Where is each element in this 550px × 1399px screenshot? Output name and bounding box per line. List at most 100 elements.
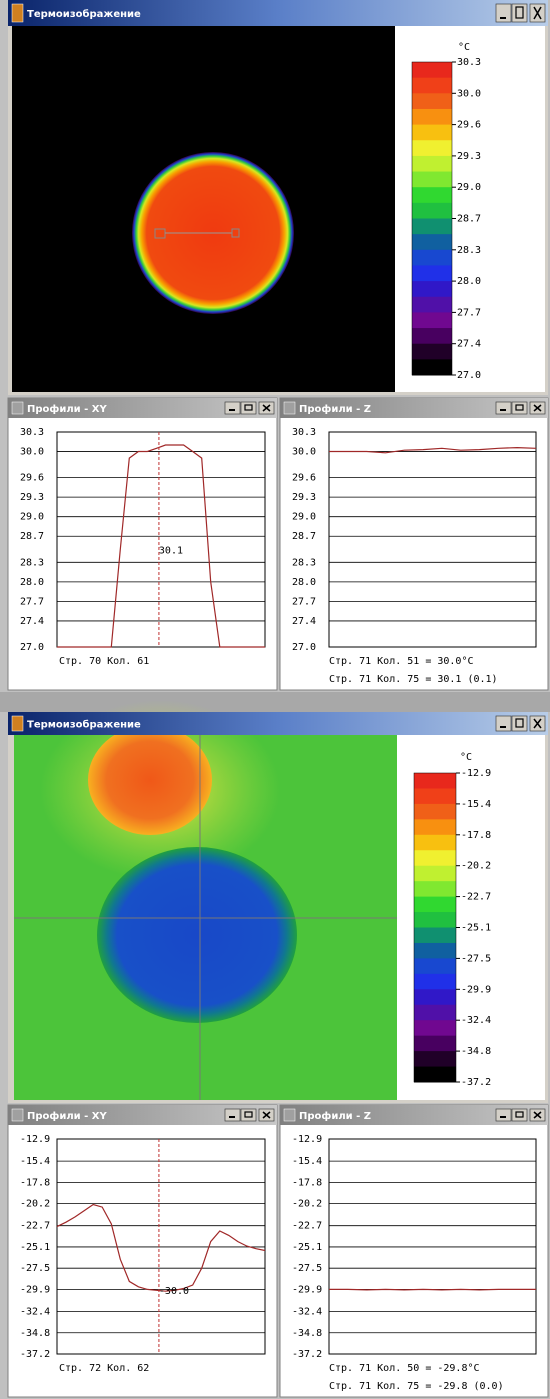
scale-label: -34.8 bbox=[461, 1046, 491, 1057]
button-min[interactable] bbox=[495, 3, 512, 23]
window-title: Термоизображение bbox=[27, 8, 141, 20]
button-min[interactable] bbox=[495, 1108, 512, 1122]
y-tick-label: -25.1 bbox=[292, 1242, 322, 1253]
button-min[interactable] bbox=[224, 401, 241, 415]
color-band bbox=[412, 343, 452, 360]
color-band bbox=[414, 973, 456, 990]
y-tick-label: -20.2 bbox=[292, 1199, 322, 1210]
status-text: Стр. 70 Кол. 61 bbox=[59, 656, 149, 667]
glyph bbox=[515, 6, 524, 19]
status-text: Стр. 72 Кол. 62 bbox=[59, 1363, 149, 1374]
color-band bbox=[414, 942, 456, 959]
window-icon bbox=[11, 1108, 24, 1122]
button-max[interactable] bbox=[511, 715, 528, 732]
glyph bbox=[515, 1111, 524, 1118]
window-title: Профили - XY bbox=[27, 1110, 107, 1122]
scale-label: 28.0 bbox=[457, 276, 481, 287]
color-band bbox=[414, 989, 456, 1006]
scale-label: -17.8 bbox=[461, 830, 491, 841]
y-tick-label: 30.3 bbox=[292, 427, 316, 438]
glyph bbox=[262, 404, 271, 412]
y-tick-label: 29.6 bbox=[20, 473, 44, 484]
title-bar bbox=[8, 398, 277, 418]
color-band bbox=[412, 187, 452, 204]
window-icon bbox=[11, 401, 24, 415]
color-band bbox=[414, 1066, 456, 1083]
color-band bbox=[414, 803, 456, 820]
title-bar bbox=[8, 712, 548, 735]
scale-label: -25.1 bbox=[461, 923, 491, 934]
window-icon bbox=[283, 1108, 296, 1122]
title-bar bbox=[8, 1105, 277, 1125]
button-min[interactable] bbox=[495, 715, 512, 732]
window-icon bbox=[283, 401, 296, 415]
color-band bbox=[414, 1035, 456, 1052]
color-band bbox=[412, 140, 452, 157]
scale-label: 27.4 bbox=[457, 339, 481, 350]
y-tick-label: -27.5 bbox=[292, 1263, 322, 1274]
status-text: Стр. 71 Кол. 50 = -29.8°C bbox=[329, 1363, 480, 1374]
color-band bbox=[414, 850, 456, 867]
button-max[interactable] bbox=[511, 401, 528, 415]
color-band bbox=[412, 124, 452, 141]
y-tick-label: -17.8 bbox=[20, 1177, 50, 1188]
y-tick-label: -17.8 bbox=[292, 1177, 322, 1188]
y-tick-label: 27.4 bbox=[292, 616, 316, 627]
cursor-label: 30.1 bbox=[159, 545, 183, 556]
glyph bbox=[515, 404, 524, 411]
warm-spot bbox=[88, 725, 212, 835]
profile-line bbox=[329, 1288, 536, 1291]
color-band bbox=[412, 62, 452, 79]
y-tick-label: 29.6 bbox=[292, 473, 316, 484]
title-bar bbox=[280, 1105, 548, 1125]
window-title: Термоизображение bbox=[27, 719, 141, 731]
button-max[interactable] bbox=[240, 401, 257, 415]
color-band bbox=[412, 108, 452, 126]
glyph bbox=[533, 6, 542, 20]
glyph bbox=[533, 404, 542, 412]
button-min[interactable] bbox=[224, 1108, 241, 1122]
button-min[interactable] bbox=[495, 401, 512, 415]
button-max[interactable] bbox=[511, 1108, 528, 1122]
y-tick-label: -34.8 bbox=[20, 1328, 50, 1339]
color-band bbox=[412, 328, 452, 345]
y-tick-label: 28.7 bbox=[20, 531, 44, 542]
y-tick-label: 27.7 bbox=[20, 596, 44, 607]
y-tick-label: 28.3 bbox=[292, 557, 316, 568]
glyph bbox=[515, 718, 524, 728]
y-tick-label: 27.4 bbox=[20, 616, 44, 627]
color-band bbox=[412, 359, 452, 376]
y-tick-label: 30.0 bbox=[292, 447, 316, 458]
status-text: Стр. 71 Кол. 75 = -29.8 (0.0) bbox=[329, 1381, 504, 1392]
color-band bbox=[412, 281, 452, 298]
profile-window bbox=[7, 397, 278, 691]
color-band bbox=[412, 218, 452, 235]
y-tick-label: -15.4 bbox=[292, 1156, 322, 1167]
y-tick-label: -32.4 bbox=[20, 1307, 50, 1318]
y-tick-label: -37.2 bbox=[292, 1349, 322, 1360]
y-tick-label: 27.0 bbox=[20, 642, 44, 653]
scale-label: 29.6 bbox=[457, 120, 481, 131]
window-title: Профили - XY bbox=[27, 403, 107, 415]
y-tick-label: -12.9 bbox=[20, 1134, 50, 1145]
y-tick-label: -22.7 bbox=[292, 1221, 322, 1232]
scale-label: 30.0 bbox=[457, 88, 481, 99]
y-tick-label: 29.3 bbox=[292, 492, 316, 503]
color-band bbox=[414, 958, 456, 975]
window-title: Профили - Z bbox=[299, 403, 371, 415]
color-band bbox=[414, 912, 456, 928]
color-band bbox=[414, 1020, 456, 1037]
y-tick-label: 28.0 bbox=[20, 577, 44, 588]
y-tick-label: -32.4 bbox=[292, 1307, 322, 1318]
glyph bbox=[244, 404, 253, 411]
window-icon bbox=[11, 3, 24, 23]
scale-label: 29.0 bbox=[457, 182, 481, 193]
glyph bbox=[262, 1111, 271, 1119]
title-bar bbox=[8, 0, 548, 26]
scale-label: -12.9 bbox=[461, 768, 491, 779]
window-icon bbox=[11, 715, 24, 732]
scale-label: 29.3 bbox=[457, 151, 481, 162]
color-band bbox=[412, 249, 452, 266]
y-tick-label: -20.2 bbox=[20, 1199, 50, 1210]
button-max[interactable] bbox=[240, 1108, 257, 1122]
